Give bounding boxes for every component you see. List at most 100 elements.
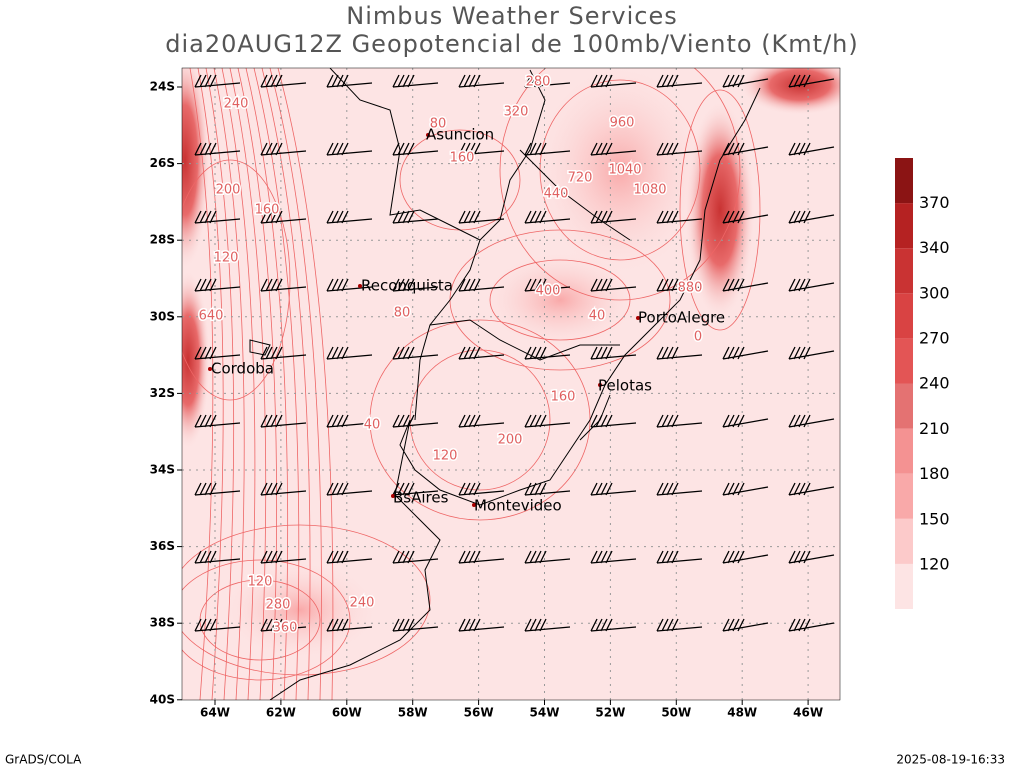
contour-labels: 240 160 200 120 80 80 40 280 320 400 720…	[197, 73, 704, 637]
contour-label: 880	[678, 281, 703, 296]
city-label: Pelotas	[598, 377, 652, 395]
subtitle: dia20AUG12Z Geopotencial de 100mb/Viento…	[165, 30, 859, 58]
city-dot	[598, 383, 602, 387]
contour-label: 1080	[633, 183, 666, 198]
map-area: 240 160 200 120 80 80 40 280 320 400 720…	[182, 68, 840, 700]
contour	[229, 68, 267, 700]
contour	[182, 159, 291, 401]
contour-label: 720	[568, 171, 593, 186]
wind-barb	[326, 346, 373, 360]
city-label: PortoAlegre	[638, 309, 725, 327]
wind-barb	[194, 414, 241, 428]
wind-barb	[194, 482, 241, 496]
wind-barb	[260, 550, 307, 564]
wind-barbs	[194, 74, 835, 632]
wind-barb	[524, 210, 571, 224]
contour	[213, 68, 245, 700]
wind-barb	[788, 278, 835, 292]
city-label: Montevideo	[474, 497, 562, 515]
contour-label: 160	[450, 151, 475, 166]
contour-label: 0	[694, 330, 702, 345]
wind-barb	[326, 210, 373, 224]
contour	[269, 68, 322, 700]
contour-label: 440	[544, 187, 569, 202]
lon-label: 64W	[200, 706, 230, 720]
wind-barb	[590, 550, 637, 564]
colorbar-swatch	[895, 203, 913, 249]
contour	[182, 559, 351, 681]
contour-label: 40	[589, 309, 606, 324]
lat-label: 40S	[150, 692, 175, 706]
wind-barb	[458, 618, 505, 632]
wind-barb	[260, 414, 307, 428]
contour-label: 400	[536, 284, 561, 299]
wind-barb	[194, 210, 241, 224]
lat-label: 34S	[150, 463, 175, 477]
lat-label: 32S	[150, 386, 175, 400]
wind-barb	[260, 142, 307, 156]
contour	[261, 68, 311, 700]
wind-barb	[656, 210, 703, 224]
wind-barb	[194, 550, 241, 564]
wind-barb	[326, 74, 373, 88]
map-frame	[181, 67, 841, 701]
lon-label: 60W	[332, 706, 362, 720]
wind-barb	[656, 278, 703, 292]
lon-label: 62W	[266, 706, 296, 720]
lon-label: 52W	[595, 706, 625, 720]
wind-barb	[524, 550, 571, 564]
contour	[679, 89, 761, 331]
wind-barb	[392, 414, 439, 428]
wind-barb	[458, 482, 505, 496]
footer-right: 2025-08-19-16:33	[896, 753, 1005, 767]
contour	[277, 68, 334, 700]
wind-barb	[788, 346, 835, 360]
wind-barb	[656, 74, 703, 88]
wind-barb	[260, 346, 307, 360]
wind-barb	[722, 210, 769, 224]
colorbar-label: 210	[919, 419, 950, 438]
wind-barb	[524, 142, 571, 156]
colorbar-label: 240	[919, 374, 950, 393]
colorbar-label: 370	[919, 193, 950, 212]
city-dot	[636, 316, 640, 320]
wind-barb	[524, 74, 571, 88]
wind-barb	[590, 346, 637, 360]
wind-barb	[788, 414, 835, 428]
lon-label: 54W	[530, 706, 560, 720]
contour-label: 120	[433, 449, 458, 464]
wind-barb	[590, 142, 637, 156]
wind-barb	[524, 618, 571, 632]
contour-label: 200	[498, 433, 523, 448]
wind-barb	[326, 142, 373, 156]
contour-label: 360	[273, 621, 298, 636]
wind-barb	[788, 142, 835, 156]
colorbar-label: 150	[919, 509, 950, 528]
contour	[221, 68, 256, 700]
wind-barb	[590, 482, 637, 496]
contours	[182, 68, 761, 700]
colorbar-swatch	[895, 158, 913, 204]
colorbar-swatch	[895, 338, 913, 384]
wind-barb	[590, 278, 637, 292]
contour-label: 960	[610, 116, 635, 131]
wind-barb	[590, 74, 637, 88]
wind-barb	[260, 74, 307, 88]
wind-barb	[458, 550, 505, 564]
city-label: BsAires	[393, 489, 449, 507]
wind-barb	[722, 346, 769, 360]
wind-barb	[260, 210, 307, 224]
contour-label: 160	[551, 390, 576, 405]
contour-label: 280	[526, 75, 551, 90]
colorbar-swatch	[895, 563, 913, 609]
wind-barb	[590, 210, 637, 224]
wind-barb	[260, 278, 307, 292]
wind-barb	[590, 618, 637, 632]
grid	[182, 68, 840, 700]
wind-barb	[788, 618, 835, 632]
wind-barb	[524, 482, 571, 496]
contour-label: 40	[364, 418, 381, 433]
contour-label: 320	[504, 105, 529, 120]
wind-barb	[458, 278, 505, 292]
shading	[530, 68, 710, 280]
